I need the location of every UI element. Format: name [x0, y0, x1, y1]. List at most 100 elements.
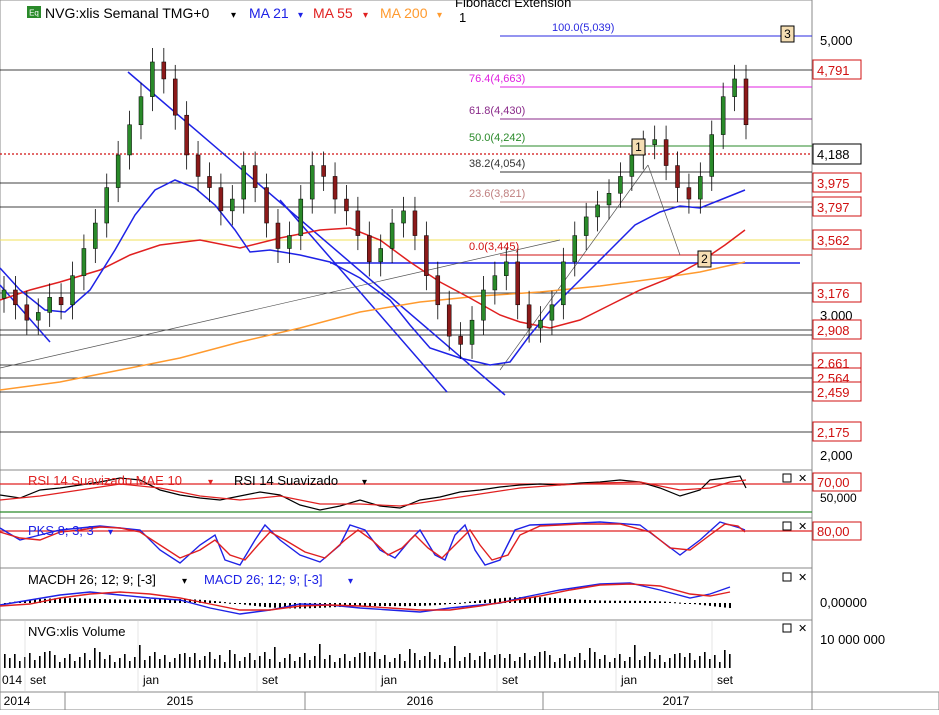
volume-bar	[14, 654, 16, 668]
macd-bar	[99, 599, 101, 603]
macd-bar	[154, 599, 156, 603]
macd-bar	[674, 602, 676, 604]
volume-bar	[524, 653, 526, 668]
volume-bar	[644, 656, 646, 668]
volume-bar	[364, 652, 366, 668]
volume-bar	[169, 662, 171, 668]
candle	[686, 173, 692, 214]
macd-bar	[219, 601, 221, 603]
volume-bar	[424, 656, 426, 668]
macd-bar	[409, 603, 411, 607]
fib-label-0: 100.0(5,039)	[552, 22, 614, 34]
macd-bar	[279, 603, 281, 609]
month-label: jan	[620, 673, 637, 687]
macd-bar	[624, 600, 626, 603]
price-level-label: 2,661	[812, 352, 862, 373]
macd-bar	[119, 599, 121, 603]
macd-panel-controls[interactable]: ✕	[782, 572, 807, 584]
volume-panel-controls[interactable]: ✕	[782, 623, 807, 635]
volume-bar	[19, 661, 21, 668]
candle	[115, 140, 121, 203]
candle	[446, 290, 452, 351]
fib-label-5: 23.6(3,821)	[469, 188, 525, 200]
volume-bar	[189, 657, 191, 668]
candle	[424, 221, 429, 291]
macd-bar	[104, 599, 106, 603]
volume-bar	[439, 655, 441, 668]
fib-label-2: 61.8(4,430)	[469, 105, 525, 117]
candle	[1, 275, 7, 313]
volume-bar	[269, 659, 271, 668]
volume-bar	[649, 652, 651, 668]
macd-bar	[159, 599, 161, 603]
macd-bar	[644, 600, 646, 603]
volume-bar	[679, 653, 681, 668]
pks-level-label: 80,00	[817, 524, 850, 539]
volume-bar	[234, 654, 236, 668]
macd-bar	[679, 602, 681, 604]
volume-bar	[494, 655, 496, 668]
macd-bar	[79, 598, 81, 603]
volume-bar	[39, 656, 41, 668]
price-panel	[0, 0, 813, 471]
macdh-label: MACDH 26; 12; 9; [-3]	[28, 572, 156, 587]
price-level-label: 2,175	[812, 421, 862, 442]
candle	[81, 234, 87, 291]
macd-bar	[499, 598, 501, 603]
month-label: set	[262, 673, 279, 687]
macd-bar	[59, 598, 61, 603]
price-tick: 3,000	[820, 308, 853, 323]
volume-close-icon: ✕	[798, 623, 807, 635]
volume-bar	[89, 660, 91, 668]
volume-bar	[574, 657, 576, 668]
volume-bar	[604, 655, 606, 668]
macd-bar	[579, 599, 581, 603]
rsi-indicator: RSI 14 Suavizado MAE 10 ▾ RSI 14 Suaviza…	[0, 473, 812, 513]
macd-label: MACD 26; 12; 9; [-3]	[204, 572, 323, 587]
volume-bar	[519, 657, 521, 668]
volume-bar	[239, 661, 241, 668]
svg-text:▾: ▾	[437, 10, 442, 21]
volume-bar	[704, 652, 706, 668]
ma200-legend: MA 200	[380, 5, 428, 21]
price-level-label: 3,562	[812, 229, 862, 250]
svg-text:1: 1	[635, 140, 642, 154]
candle	[618, 162, 623, 208]
macd-bar	[464, 602, 466, 604]
macd-bar	[524, 597, 526, 603]
volume-bar	[639, 660, 641, 668]
macd-bar	[179, 599, 181, 603]
volume-bar	[284, 658, 286, 668]
macd-bar	[664, 601, 666, 603]
candle	[138, 82, 144, 140]
volume-bar	[719, 662, 721, 668]
year-label: 2016	[407, 694, 434, 708]
volume-bar	[279, 662, 281, 668]
year-label: 2017	[663, 694, 690, 708]
macd-bar	[544, 597, 546, 603]
macd-bar	[714, 603, 716, 607]
rsi-panel-controls[interactable]: ✕	[782, 473, 807, 485]
current-price-label: 4,188	[812, 143, 862, 165]
volume-tick-label: 10 000 000	[820, 632, 885, 647]
volume-bar	[729, 654, 731, 668]
volume-bar	[354, 657, 356, 668]
pks-panel-controls[interactable]: ✕	[782, 521, 807, 533]
candle	[583, 202, 589, 251]
wave-label-3: 3	[780, 25, 795, 43]
macd-bar	[459, 602, 461, 604]
candle	[458, 322, 463, 359]
candle	[435, 261, 441, 320]
volume-bar	[419, 660, 421, 668]
volume-bar	[549, 655, 551, 668]
macd-zero-label: 0,00000	[820, 595, 867, 610]
volume-bar	[654, 659, 656, 668]
macd-bar	[404, 603, 406, 607]
volume-bar	[664, 662, 666, 668]
volume-bar	[474, 660, 476, 668]
month-label: set	[717, 673, 734, 687]
fibonacci-labels: 100.0(5,039) 76.4(4,663) 61.8(4,430) 50.0(4…	[469, 22, 614, 253]
volume-bar	[659, 655, 661, 668]
candle	[35, 298, 41, 335]
